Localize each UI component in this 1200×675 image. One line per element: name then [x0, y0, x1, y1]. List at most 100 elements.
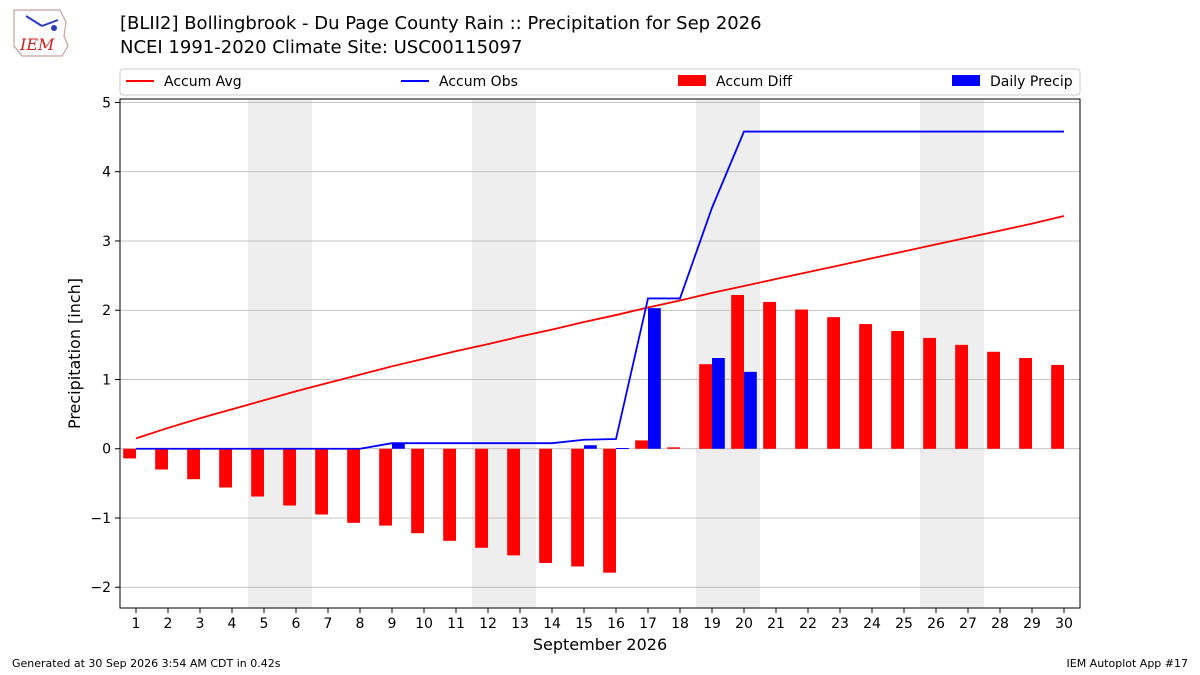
accum-diff-bar	[315, 448, 328, 515]
accum-diff-bar	[475, 448, 488, 548]
x-tick-label: 15	[575, 616, 593, 632]
x-tick-label: 9	[388, 616, 397, 632]
accum-diff-bar	[155, 448, 168, 470]
accum-diff-bar	[379, 448, 392, 526]
legend-swatch-bar	[678, 75, 706, 86]
lines	[135, 130, 1065, 450]
daily-precip-bar	[616, 448, 629, 450]
x-tick-label: 25	[895, 616, 913, 632]
wind-barb-icon	[25, 15, 43, 27]
accum-diff-bar	[731, 294, 744, 449]
x-tick-label: 20	[735, 616, 753, 632]
x-tick-label: 11	[447, 616, 465, 632]
x-tick-label: 12	[479, 616, 497, 632]
x-tick-label: 10	[415, 616, 433, 632]
daily-precip-bar	[648, 308, 661, 449]
chart-subtitle: NCEI 1991-2020 Climate Site: USC00115097	[120, 37, 523, 58]
accum-diff-bar	[891, 330, 904, 449]
accum-diff-bar	[411, 448, 424, 534]
daily-precip-bar	[744, 371, 757, 449]
accum-diff-bar	[1019, 358, 1032, 449]
accum-diff-bar	[827, 317, 840, 449]
accum-diff-bar	[219, 448, 232, 488]
daily-precip-bar	[392, 443, 405, 449]
x-tick-label: 1	[132, 616, 141, 632]
weekend-band	[248, 99, 312, 608]
accum-avg-line	[135, 215, 1065, 440]
x-tick-label: 27	[959, 616, 977, 632]
weekend-band	[696, 99, 760, 608]
accum-diff-bar	[923, 337, 936, 449]
accum-diff-bar	[763, 301, 776, 449]
x-tick-label: 21	[767, 616, 785, 632]
iem-logo: IEM	[13, 9, 69, 57]
legend-label: Accum Diff	[716, 74, 792, 90]
plot-frame	[119, 98, 1081, 609]
daily-precip-bar	[712, 358, 725, 449]
accum-diff-bar	[603, 448, 616, 573]
x-tick-label: 13	[511, 616, 529, 632]
y-tick-label: 2	[102, 303, 111, 319]
accum-diff-bar	[347, 448, 360, 523]
x-tick-label: 5	[260, 616, 269, 632]
legend-label: Daily Precip	[990, 74, 1073, 90]
x-tick-label: 29	[1023, 616, 1041, 632]
legend-box	[119, 68, 1081, 96]
accum-obs-line	[136, 130, 1064, 450]
y-tick-label: −1	[90, 511, 111, 527]
x-tick-label: 18	[671, 616, 689, 632]
x-tick-label: 7	[324, 616, 333, 632]
x-tick-label: 22	[799, 616, 817, 632]
y-tick-label: 5	[102, 95, 111, 111]
x-tick-label: 17	[639, 616, 657, 632]
x-tick-label: 19	[703, 616, 721, 632]
chart-title: [BLII2] Bollingbrook - Du Page County Ra…	[120, 13, 762, 34]
accum-diff-bar	[571, 448, 584, 567]
accum-diff-bar	[955, 344, 968, 449]
legend: Accum Avg Accum Obs Accum Diff Daily Precip	[119, 68, 1081, 96]
y-tick-label: 0	[102, 442, 111, 458]
x-tick-label: 16	[607, 616, 625, 632]
x-tick-label: 28	[991, 616, 1009, 632]
accum-diff-bar	[667, 447, 680, 449]
accum-diff-bar	[795, 309, 808, 449]
y-tick-label: 3	[102, 234, 111, 250]
legend-label: Accum Avg	[164, 74, 242, 90]
x-axis-label: September 2026	[533, 635, 667, 654]
accum-diff-bar	[283, 448, 296, 506]
x-tick-label: 8	[356, 616, 365, 632]
x-tick-label: 3	[196, 616, 205, 632]
legend-swatch-bar	[952, 75, 980, 86]
y-tick-label: −2	[90, 580, 111, 596]
iowa-outline-icon	[13, 9, 69, 57]
logo-text: IEM	[19, 35, 55, 54]
y-axis-label: Precipitation [inch]	[65, 278, 84, 429]
y-tick-label: 1	[102, 372, 111, 388]
x-tick-label: 23	[831, 616, 849, 632]
accum-diff-bar	[699, 364, 712, 449]
accum-diff-bar	[859, 324, 872, 449]
accum-diff-bar	[507, 448, 520, 556]
bars	[123, 294, 1064, 573]
grid-lines	[120, 102, 1080, 588]
x-tick-label: 4	[228, 616, 237, 632]
accum-diff-bar	[251, 448, 264, 497]
accum-diff-bar	[987, 351, 1000, 449]
x-tick-label: 26	[927, 616, 945, 632]
footer-generated: Generated at 30 Sep 2026 3:54 AM CDT in …	[12, 657, 281, 670]
accum-diff-bar	[187, 448, 200, 480]
x-tick-label: 6	[292, 616, 301, 632]
legend-label: Accum Obs	[439, 74, 518, 90]
accum-diff-bar	[539, 448, 552, 563]
x-tick-label: 14	[543, 616, 561, 632]
x-tick-label: 24	[863, 616, 881, 632]
accum-diff-bar	[635, 440, 648, 449]
accum-diff-bar	[123, 448, 136, 459]
x-tick-label: 30	[1055, 616, 1073, 632]
footer-app: IEM Autoplot App #17	[1066, 657, 1189, 670]
accum-diff-bar	[443, 448, 456, 541]
x-tick-label: 2	[164, 616, 173, 632]
daily-precip-bar	[584, 445, 597, 449]
